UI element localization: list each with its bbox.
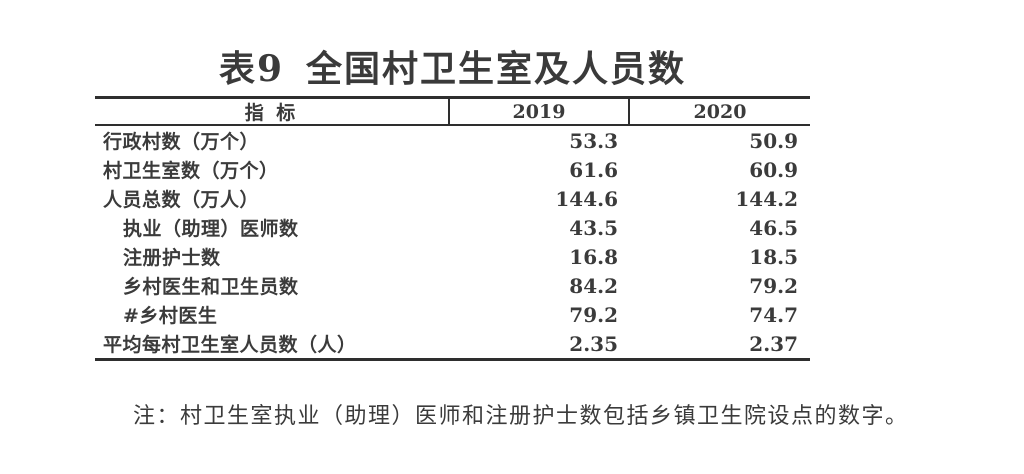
table-footnote: 注：村卫生室执业（助理）医师和注册护士数包括乡镇卫生院设点的数字。 xyxy=(133,404,909,429)
row-label: 平均每村卫生室人员数（人） xyxy=(103,334,357,356)
table-body: 行政村数（万个） 53.3 50.9 村卫生室数（万个） 61.6 60.9 人… xyxy=(95,126,810,358)
value-2020: 2.37 xyxy=(749,331,798,356)
village-clinic-table: 指 标 2019 2020 行政村数（万个） 53.3 50.9 村卫生室数（万… xyxy=(95,96,810,361)
value-2019: 16.8 xyxy=(569,244,618,269)
table-row: 人员总数（万人） 144.6 144.2 xyxy=(95,184,810,213)
header-2020: 2020 xyxy=(693,100,747,123)
value-2019: 144.6 xyxy=(555,186,618,211)
table-row: 村卫生室数（万个） 61.6 60.9 xyxy=(95,155,810,184)
table-row: 执业（助理）医师数 43.5 46.5 xyxy=(95,213,810,242)
table-row: 平均每村卫生室人员数（人） 2.35 2.37 xyxy=(95,329,810,358)
table-row: 行政村数（万个） 53.3 50.9 xyxy=(95,126,810,155)
table-title-text: 全国村卫生室及人员数 xyxy=(306,48,687,90)
table-title: 表9 全国村卫生室及人员数 xyxy=(95,40,810,92)
row-label: 行政村数（万个） xyxy=(103,131,260,153)
row-label: 注册护士数 xyxy=(123,247,221,269)
row-label: 乡村医生和卫生员数 xyxy=(123,276,299,298)
table-row: 乡村医生和卫生员数 84.2 79.2 xyxy=(95,271,810,300)
row-label: 村卫生室数（万个） xyxy=(103,160,279,182)
row-label: #乡村医生 xyxy=(123,305,218,327)
value-2019: 53.3 xyxy=(569,128,618,153)
table-row: 注册护士数 16.8 18.5 xyxy=(95,242,810,271)
table-header-row: 指 标 2019 2020 xyxy=(95,99,810,126)
value-2020: 50.9 xyxy=(749,128,798,153)
value-2020: 18.5 xyxy=(749,244,798,269)
value-2019: 43.5 xyxy=(569,215,618,240)
row-label: 执业（助理）医师数 xyxy=(123,218,299,240)
value-2020: 79.2 xyxy=(749,273,798,298)
header-2019: 2019 xyxy=(450,99,630,124)
value-2020: 46.5 xyxy=(749,215,798,240)
header-indicator: 指 标 xyxy=(95,99,450,124)
value-2019: 2.35 xyxy=(569,331,618,356)
value-2020: 74.7 xyxy=(749,302,798,327)
value-2019: 61.6 xyxy=(569,157,618,182)
table-row: #乡村医生 79.2 74.7 xyxy=(95,300,810,329)
row-label: 人员总数（万人） xyxy=(103,189,260,211)
value-2020: 60.9 xyxy=(749,157,798,182)
value-2020: 144.2 xyxy=(735,186,798,211)
table-number: 表9 xyxy=(218,48,285,90)
value-2019: 84.2 xyxy=(569,273,618,298)
value-2019: 79.2 xyxy=(569,302,618,327)
